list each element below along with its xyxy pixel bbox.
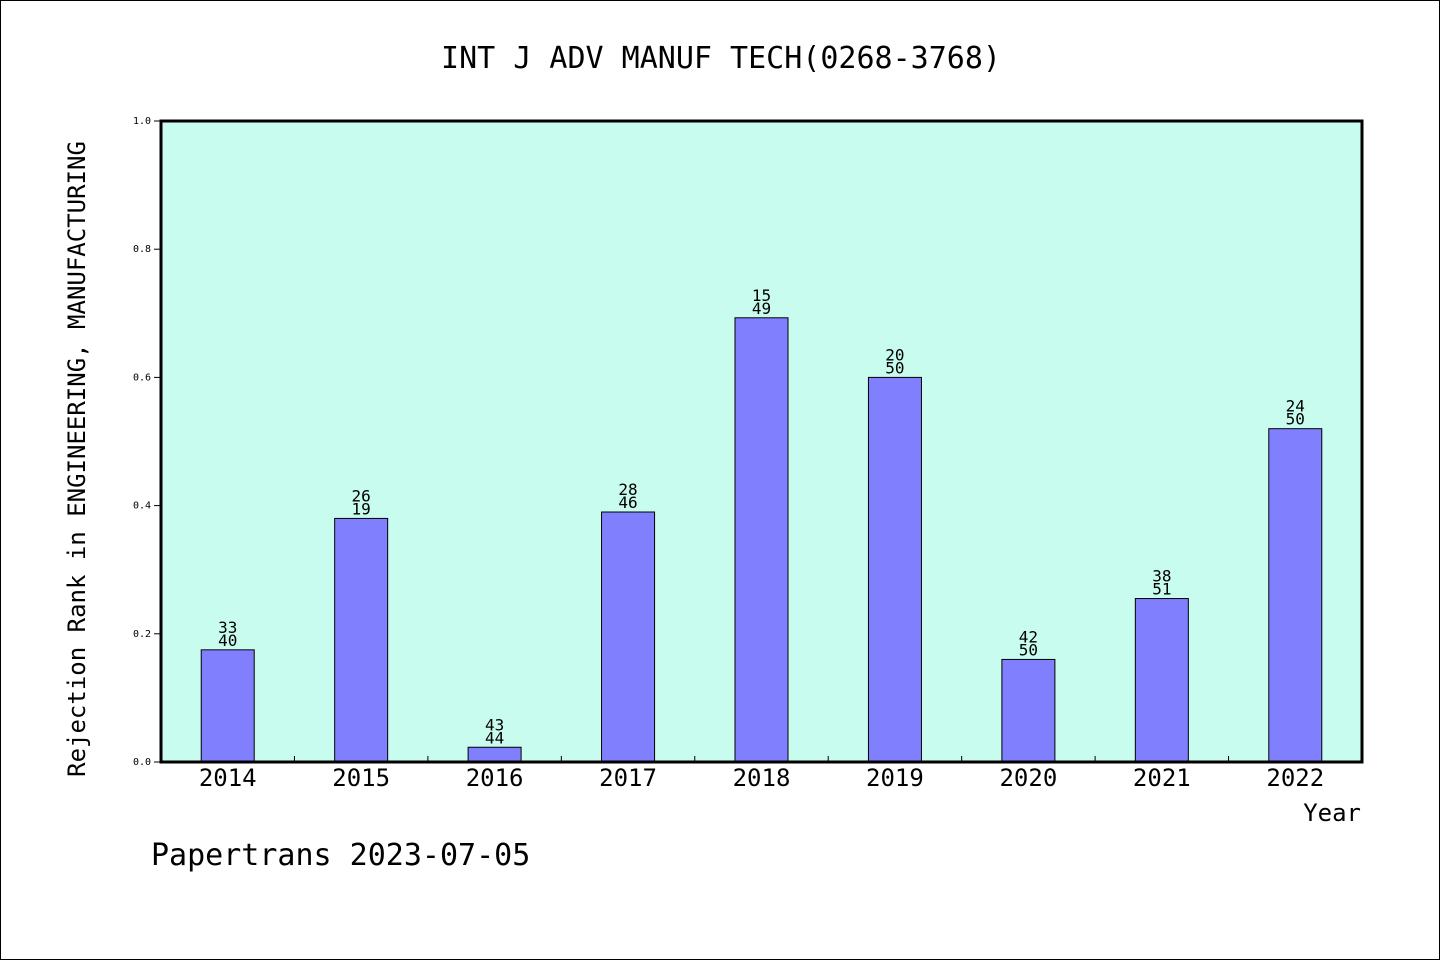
x-axis-label: Year [1303,799,1361,827]
x-tick-label-2020: 2020 [999,764,1057,792]
bar-2022 [1268,428,1323,763]
bar-label-bottom-2014: 40 [218,631,237,650]
bar-label-bottom-2022: 50 [1286,410,1305,429]
x-tick-label-2021: 2021 [1133,764,1191,792]
y-tick-label-3: 0.6 [133,372,151,383]
bars-group [200,317,1323,763]
bar-label-top-2019: 20 [885,345,904,364]
y-tick-label-4: 0.8 [133,244,151,255]
bar-label-bottom-2015: 19 [352,499,371,518]
bar-label-bottom-2018: 49 [752,299,771,318]
bar-2014 [200,649,255,763]
x-tick-label-2016: 2016 [466,764,524,792]
bar-2020 [1001,658,1056,763]
x-tick-label-2015: 2015 [332,764,390,792]
bar-2019 [867,376,922,763]
bar-2021 [1134,598,1189,763]
chart-title: INT J ADV MANUF TECH(0268-3768) [441,41,1001,76]
plot-border [159,119,1364,764]
bar-label-top-2016: 43 [485,715,504,734]
x-tick-label-2019: 2019 [866,764,924,792]
bar-label-bottom-2020: 50 [1019,640,1038,659]
bar-label-top-2022: 24 [1286,397,1305,416]
bar-label-top-2015: 26 [352,486,371,505]
y-tick-label-0: 0.0 [133,757,151,768]
x-tick-label-2022: 2022 [1266,764,1324,792]
bar-label-top-2018: 15 [752,286,771,305]
bar-label-bottom-2016: 44 [485,728,504,747]
x-ticks-group: 2014 2015 2016 2017 2018 2019 2020 2021 2022 [199,756,1324,792]
x-tick-label-2014: 2014 [199,764,257,792]
y-tick-label-2: 0.4 [133,501,151,512]
y-ticks-group: 0.0 0.2 0.4 0.6 0.8 1.0 [133,116,161,768]
bar-label-top-2017: 28 [618,480,637,499]
bar-label-top-2014: 33 [218,618,237,637]
x-tick-label-2018: 2018 [733,764,791,792]
footer-watermark: Papertrans 2023-07-05 [151,838,530,873]
bar-label-bottom-2021: 51 [1152,580,1171,599]
bar-2016 [467,746,522,763]
x-tick-label-2017: 2017 [599,764,657,792]
y-tick-label-5: 1.0 [133,116,151,127]
bar-2017 [601,511,656,763]
bar-2015 [334,517,389,763]
bar-label-bottom-2019: 50 [885,358,904,377]
bar-label-top-2020: 42 [1019,627,1038,646]
y-tick-label-1: 0.2 [133,629,151,640]
bar-2018 [734,317,789,763]
bar-label-bottom-2017: 46 [618,493,637,512]
bar-label-top-2021: 38 [1152,567,1171,586]
y-axis-label: Rejection Rank in ENGINEERING, MANUFACTU… [63,141,91,777]
